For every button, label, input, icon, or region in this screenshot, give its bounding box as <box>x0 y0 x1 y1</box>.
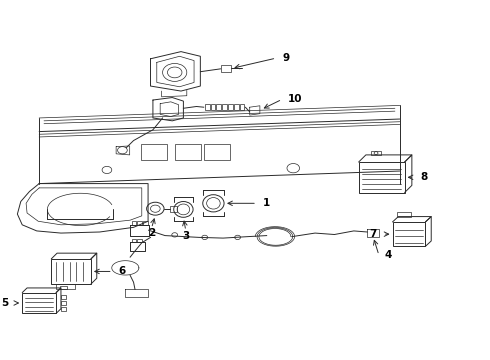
Bar <box>392 222 425 246</box>
Bar <box>371 151 381 155</box>
Bar <box>240 104 245 110</box>
Text: 2: 2 <box>148 228 155 238</box>
Bar <box>170 206 177 212</box>
Bar <box>61 301 66 305</box>
Bar <box>204 144 230 160</box>
Bar <box>137 221 142 225</box>
Bar <box>205 104 210 110</box>
Bar <box>359 162 405 193</box>
Text: 8: 8 <box>420 172 427 182</box>
Bar <box>141 144 168 160</box>
Bar <box>211 104 215 110</box>
Text: 6: 6 <box>119 266 126 276</box>
Bar <box>61 296 66 299</box>
Bar <box>216 104 221 110</box>
Text: 9: 9 <box>282 53 289 63</box>
Bar <box>228 104 233 110</box>
Bar <box>220 65 231 72</box>
Bar <box>22 293 56 314</box>
Bar <box>222 104 227 110</box>
Text: 5: 5 <box>1 298 9 308</box>
Text: 7: 7 <box>369 229 377 239</box>
Bar <box>132 239 136 242</box>
Bar <box>132 221 136 225</box>
Bar <box>175 144 201 160</box>
Bar <box>397 212 411 217</box>
Bar <box>143 221 147 225</box>
Bar <box>61 307 66 311</box>
Bar <box>137 239 142 242</box>
Text: 1: 1 <box>263 198 270 208</box>
Bar <box>234 104 239 110</box>
Text: 3: 3 <box>182 231 190 240</box>
Bar <box>60 286 67 289</box>
Text: 10: 10 <box>288 94 302 104</box>
Text: 4: 4 <box>385 250 392 260</box>
Bar <box>51 259 91 284</box>
